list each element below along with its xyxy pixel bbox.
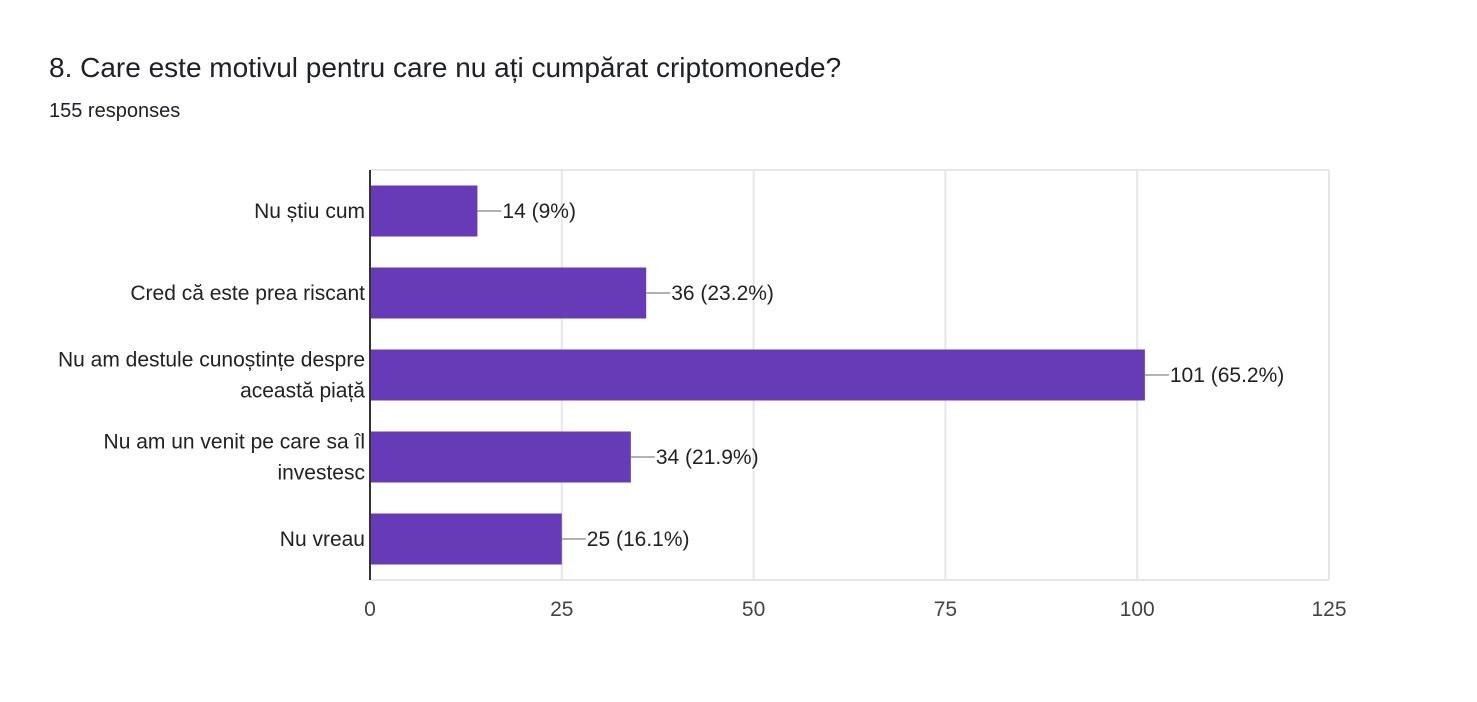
category-label-3-line-0: Nu am un venit pe care sa îl: [104, 431, 365, 454]
x-tick-label-0: 0: [364, 598, 376, 621]
data-label-0: 14 (9%): [502, 200, 576, 223]
x-tick-label-50: 50: [742, 598, 765, 621]
bar-4: [370, 513, 562, 565]
bar-layer: [370, 185, 1169, 565]
bar-1: [370, 267, 647, 319]
category-label-3-line-1: investesc: [277, 462, 365, 485]
data-label-3: 34 (21.9%): [656, 446, 759, 469]
bar-0: [370, 185, 478, 237]
x-tick-label-125: 125: [1311, 598, 1346, 621]
bar-3: [370, 431, 631, 483]
category-label-2-line-0: Nu am destule cunoștințe despre: [58, 349, 365, 372]
data-label-2: 101 (65.2%): [1170, 364, 1284, 387]
data-label-1: 36 (23.2%): [671, 282, 774, 305]
category-label-0-line-0: Nu știu cum: [254, 200, 365, 223]
label-layer: 0 25 50 75 100 125 14 (9%) Nu știu cum 36 (23.2%…: [58, 200, 1347, 621]
response-count: 155 responses: [49, 100, 181, 122]
bar-2: [370, 349, 1145, 401]
category-label-1-line-0: Cred că este prea riscant: [130, 282, 365, 305]
question-title: 8. Care este motivul pentru care nu ați …: [49, 52, 842, 83]
x-tick-label-100: 100: [1120, 598, 1155, 621]
x-tick-label-25: 25: [550, 598, 573, 621]
x-tick-label-75: 75: [934, 598, 957, 621]
category-label-2-line-1: această piață: [240, 380, 365, 403]
category-label-4-line-0: Nu vreau: [280, 528, 365, 551]
data-label-4: 25 (16.1%): [587, 528, 690, 551]
